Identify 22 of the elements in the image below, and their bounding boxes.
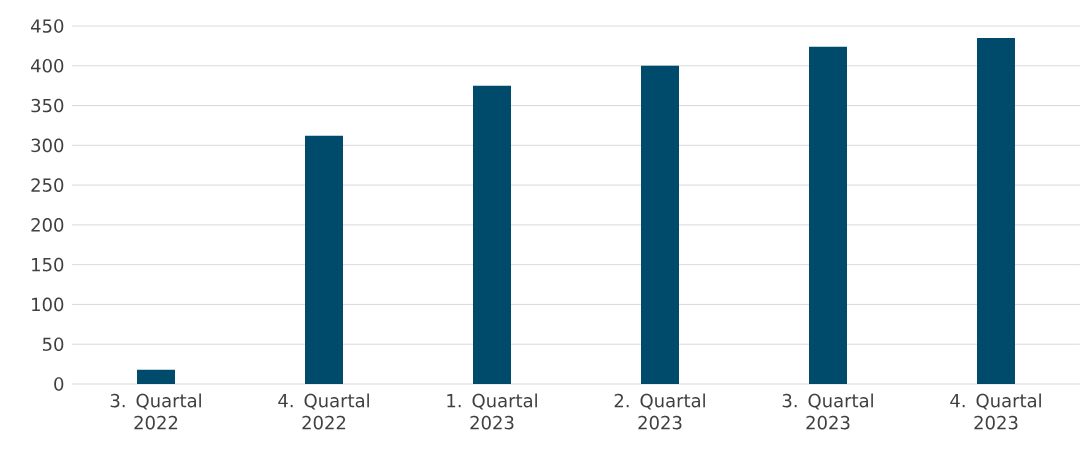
x-tick-label: 2. Quartal 2023: [614, 393, 705, 430]
x-tick-label: 4. Quartal 2022: [278, 393, 369, 430]
bar: [809, 46, 847, 384]
y-tick-label: 150: [32, 257, 64, 272]
bar: [305, 135, 344, 384]
x-tick-label: 3. Quartal 2023: [782, 393, 873, 430]
x-tick-label: 3. Quartal 2022: [110, 393, 201, 430]
x-tick-label: 4. Quartal 2023: [950, 393, 1041, 430]
bar: [976, 37, 1015, 384]
y-tick-label: 400: [31, 58, 64, 73]
y-tick-label: 200: [31, 218, 64, 232]
x-tick-label: 1. Quartal 2023: [447, 393, 537, 430]
y-tick-label: 0: [54, 377, 64, 391]
y-tick-label: 50: [42, 337, 64, 352]
y-tick-label: 250: [31, 178, 64, 192]
bar: [137, 369, 176, 384]
bar: [473, 85, 511, 384]
bar: [641, 65, 679, 384]
y-tick-label: 100: [32, 297, 64, 312]
y-tick-label: 350: [31, 98, 64, 113]
y-tick-label: 300: [31, 138, 64, 153]
y-tick-label: 450: [31, 19, 64, 33]
